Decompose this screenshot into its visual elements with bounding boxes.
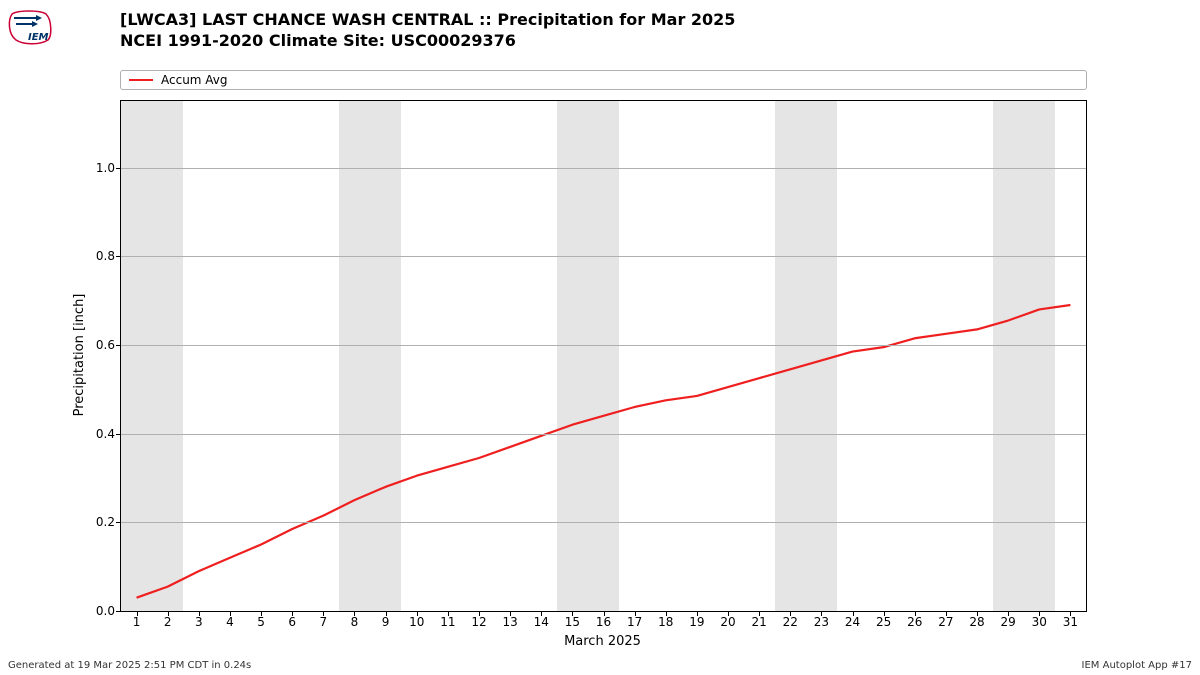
series-line xyxy=(137,305,1071,598)
xtick-label: 26 xyxy=(907,611,922,629)
xtick-label: 19 xyxy=(689,611,704,629)
legend-label: Accum Avg xyxy=(161,73,228,87)
y-axis-label: Precipitation [inch] xyxy=(72,294,87,417)
ytick-label: 0.4 xyxy=(96,427,121,441)
svg-text:IEM: IEM xyxy=(28,32,49,43)
xtick-label: 29 xyxy=(1001,611,1016,629)
xtick-label: 20 xyxy=(720,611,735,629)
xtick-label: 8 xyxy=(351,611,359,629)
gridline xyxy=(121,434,1086,435)
title-line-2: NCEI 1991-2020 Climate Site: USC00029376 xyxy=(120,31,735,52)
ytick-label: 0.2 xyxy=(96,515,121,529)
gridline xyxy=(121,168,1086,169)
xtick-label: 5 xyxy=(257,611,265,629)
xtick-label: 2 xyxy=(164,611,172,629)
xtick-label: 16 xyxy=(596,611,611,629)
xtick-label: 24 xyxy=(845,611,860,629)
gridline xyxy=(121,345,1086,346)
legend: Accum Avg xyxy=(120,70,1087,90)
xtick-label: 6 xyxy=(288,611,296,629)
ytick-label: 0.0 xyxy=(96,604,121,618)
gridline xyxy=(121,522,1086,523)
plot-area: 0.00.20.40.60.81.01234567891011121314151… xyxy=(120,100,1087,612)
xtick-label: 3 xyxy=(195,611,203,629)
xtick-label: 15 xyxy=(565,611,580,629)
legend-swatch xyxy=(129,79,153,81)
xtick-label: 13 xyxy=(502,611,517,629)
xtick-label: 27 xyxy=(938,611,953,629)
xtick-label: 31 xyxy=(1063,611,1078,629)
xtick-label: 7 xyxy=(320,611,328,629)
xtick-label: 4 xyxy=(226,611,234,629)
xtick-label: 10 xyxy=(409,611,424,629)
xtick-label: 30 xyxy=(1032,611,1047,629)
title-line-1: [LWCA3] LAST CHANCE WASH CENTRAL :: Prec… xyxy=(120,10,735,31)
ytick-label: 0.6 xyxy=(96,338,121,352)
xtick-label: 12 xyxy=(471,611,486,629)
footer-right: IEM Autoplot App #17 xyxy=(1082,660,1192,671)
gridline xyxy=(121,256,1086,257)
xtick-label: 9 xyxy=(382,611,390,629)
ytick-label: 0.8 xyxy=(96,249,121,263)
xtick-label: 1 xyxy=(133,611,141,629)
xtick-label: 18 xyxy=(658,611,673,629)
x-axis-label: March 2025 xyxy=(564,634,641,649)
xtick-label: 23 xyxy=(814,611,829,629)
iem-logo: IEM xyxy=(6,6,54,46)
xtick-label: 25 xyxy=(876,611,891,629)
xtick-label: 17 xyxy=(627,611,642,629)
xtick-label: 11 xyxy=(440,611,455,629)
footer-left: Generated at 19 Mar 2025 2:51 PM CDT in … xyxy=(8,660,251,671)
xtick-label: 14 xyxy=(534,611,549,629)
line-series-svg xyxy=(121,101,1086,611)
xtick-label: 22 xyxy=(783,611,798,629)
ytick-label: 1.0 xyxy=(96,161,121,175)
xtick-label: 28 xyxy=(969,611,984,629)
chart-title: [LWCA3] LAST CHANCE WASH CENTRAL :: Prec… xyxy=(120,10,735,52)
xtick-label: 21 xyxy=(752,611,767,629)
